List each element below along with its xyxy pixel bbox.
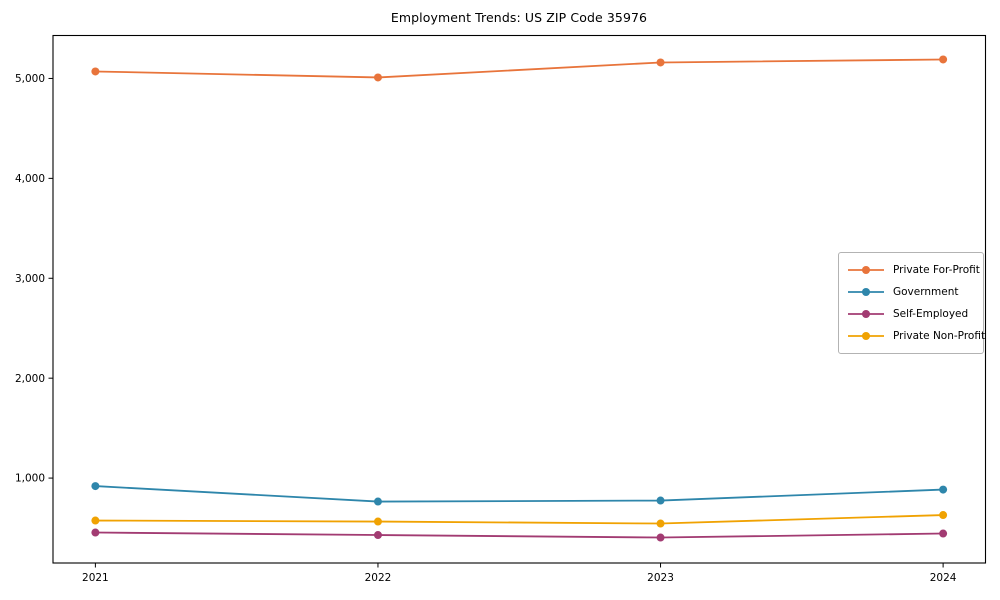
y-axis-tick-label: 5,000 bbox=[15, 73, 45, 85]
series-line-self-employed bbox=[94, 531, 945, 539]
x-axis-tick-label: 2024 bbox=[930, 572, 957, 584]
data-point-private-non-profit bbox=[939, 511, 948, 520]
legend-line-marker-icon bbox=[848, 288, 884, 296]
data-point-private-for-profit bbox=[939, 55, 948, 64]
axes-box bbox=[52, 34, 987, 564]
data-point-government bbox=[939, 485, 948, 494]
legend-item-government: Government bbox=[847, 281, 975, 303]
x-axis-tick-label: 2022 bbox=[365, 572, 392, 584]
legend-line-marker-icon bbox=[848, 332, 884, 340]
legend: Private For-Profit Government Self-Employe… bbox=[838, 252, 985, 354]
data-point-private-non-profit bbox=[656, 519, 665, 528]
x-axis-tick-label: 2023 bbox=[647, 572, 674, 584]
data-point-private-non-profit bbox=[91, 516, 100, 525]
data-point-private-for-profit bbox=[656, 58, 665, 67]
legend-label: Government bbox=[893, 286, 959, 298]
chart-title: Employment Trends: US ZIP Code 35976 bbox=[390, 10, 648, 25]
data-point-self-employed bbox=[656, 533, 665, 542]
y-axis-tick-label: 2,000 bbox=[15, 373, 45, 385]
legend-label: Private Non-Profit bbox=[893, 330, 986, 342]
data-point-private-for-profit bbox=[373, 73, 382, 82]
series-line-private-non-profit bbox=[94, 514, 945, 525]
y-axis-tick-label: 4,000 bbox=[15, 173, 45, 185]
y-axis-tick-label: 3,000 bbox=[15, 273, 45, 285]
data-point-self-employed bbox=[373, 531, 382, 540]
series-line-private-for-profit bbox=[94, 58, 945, 79]
x-axis-tick-label: 2021 bbox=[82, 572, 109, 584]
legend-item-private-for-profit: Private For-Profit bbox=[847, 259, 980, 281]
legend-label: Self-Employed bbox=[893, 308, 969, 320]
legend-label: Private For-Profit bbox=[893, 264, 980, 276]
legend-item-private-non-profit: Private Non-Profit bbox=[847, 325, 985, 347]
legend-line-marker-icon bbox=[848, 266, 884, 274]
series-line-government bbox=[94, 485, 945, 503]
data-point-private-non-profit bbox=[373, 517, 382, 526]
data-point-self-employed bbox=[91, 528, 100, 537]
data-point-government bbox=[656, 496, 665, 505]
legend-item-self-employed: Self-Employed bbox=[847, 303, 975, 325]
data-point-government bbox=[91, 482, 100, 491]
y-axis-tick-label: 1,000 bbox=[15, 473, 45, 485]
data-point-private-for-profit bbox=[91, 67, 100, 76]
legend-line-marker-icon bbox=[848, 310, 884, 318]
data-point-self-employed bbox=[939, 529, 948, 538]
data-point-government bbox=[373, 497, 382, 506]
